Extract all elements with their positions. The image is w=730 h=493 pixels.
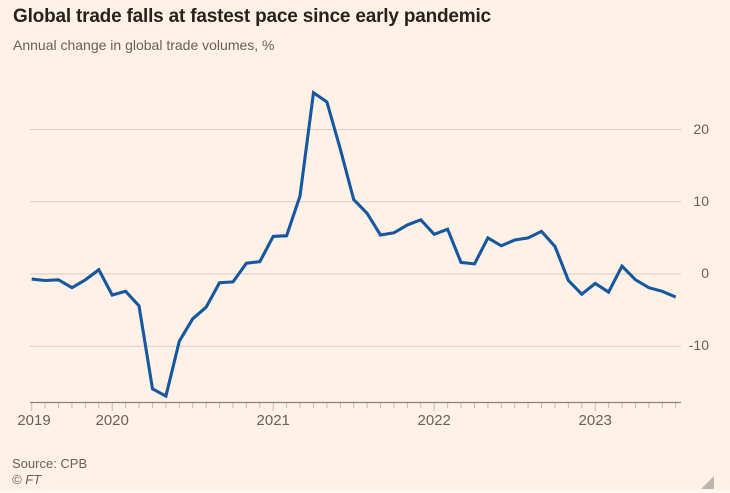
chart-subtitle: Annual change in global trade volumes, % (13, 37, 275, 53)
gridlines (30, 129, 681, 347)
x-axis-year-label: 2021 (256, 412, 290, 429)
x-axis-ticks (31, 402, 677, 411)
x-axis-year-label: 2020 (95, 412, 129, 429)
resize-handle-icon[interactable] (701, 476, 714, 489)
x-axis-year-label: 2023 (578, 412, 612, 429)
bottom-edge-strip (0, 490, 730, 493)
source-label: Source: CPB (12, 456, 88, 471)
ft-credit-label: © FT (12, 472, 42, 487)
y-axis-tick-label: 10 (693, 192, 709, 209)
trade-series-line (31, 89, 677, 399)
x-axis-year-label: 2019 (17, 412, 51, 429)
y-axis-tick-label: 0 (701, 265, 709, 281)
y-axis-tick-label: -10 (688, 337, 709, 354)
chart-title: Global trade falls at fastest pace since… (13, 6, 491, 27)
y-axis-tick-label: 20 (693, 120, 709, 137)
x-axis-year-label: 2022 (417, 412, 451, 429)
trade-line-chart (30, 89, 681, 411)
